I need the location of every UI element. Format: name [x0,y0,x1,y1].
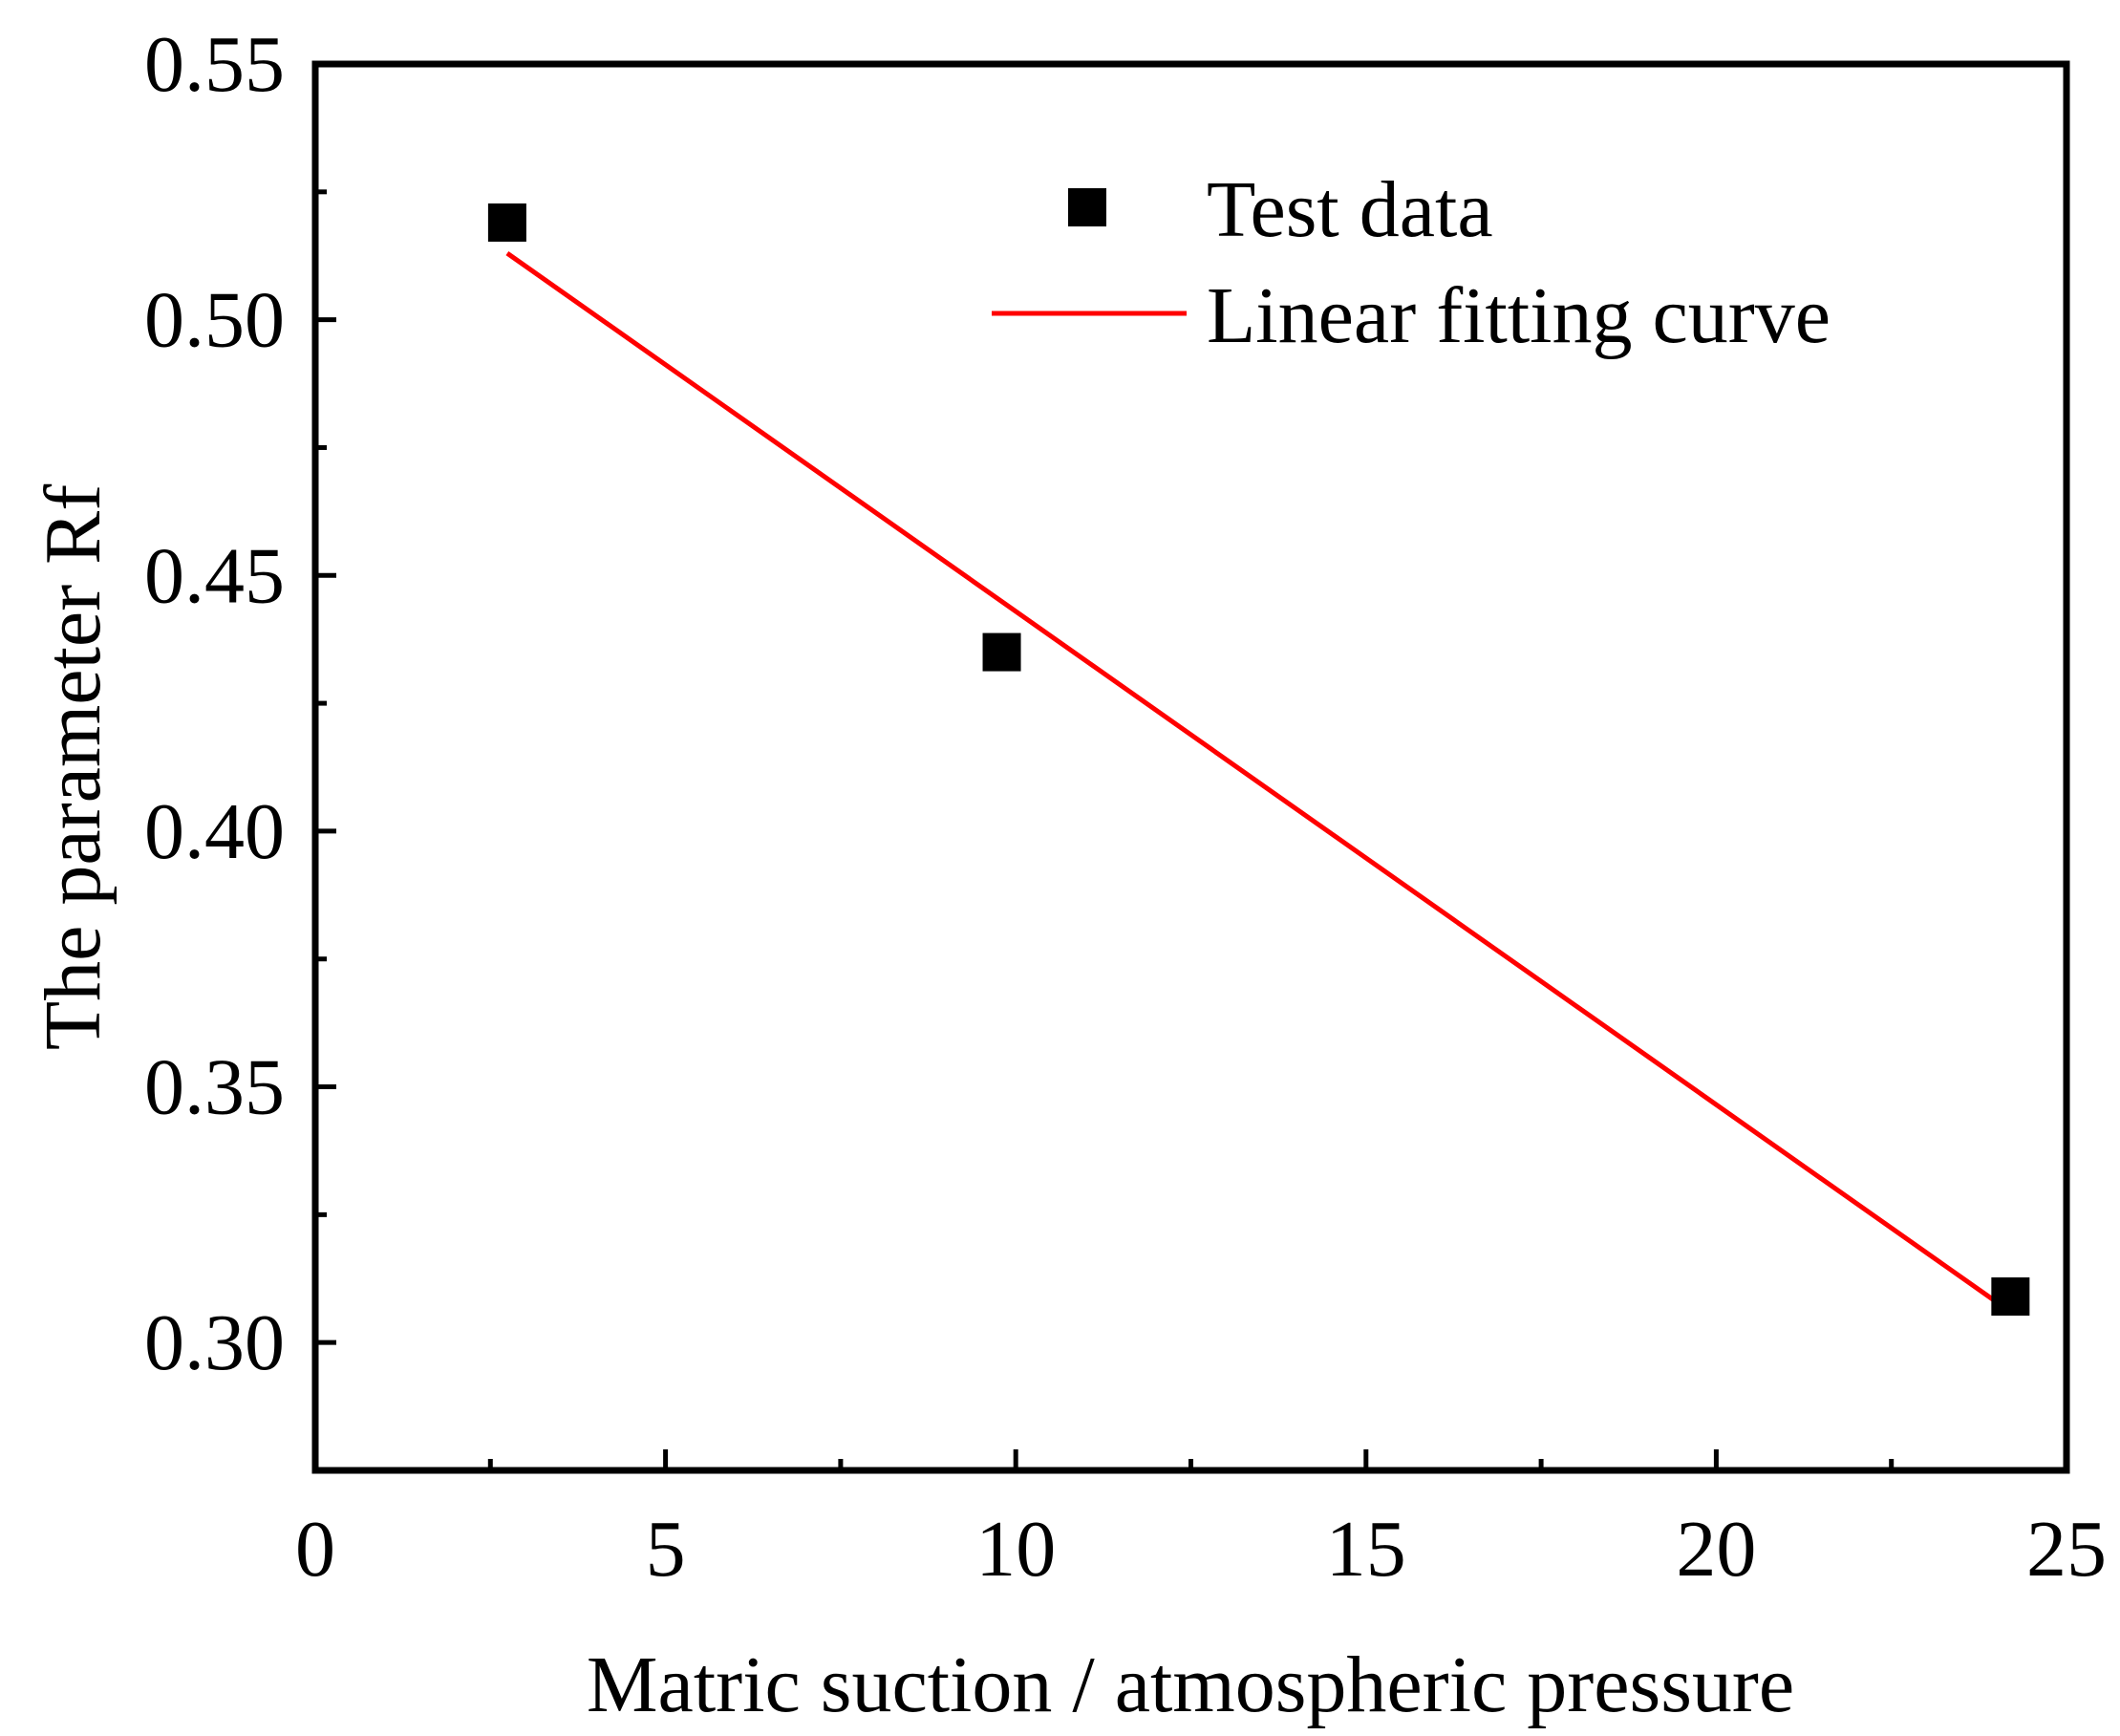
x-tick-label: 10 [975,1505,1056,1594]
axis-ticks [312,61,2069,1470]
x-axis-title: Matric suction / atmospheric pressure [587,1640,1794,1729]
x-tick-label: 25 [2026,1505,2107,1594]
legend-marker-test-data [1068,188,1106,226]
x-tick-label: 0 [295,1505,335,1594]
series-layer [487,203,2030,1317]
y-tick-label: 0.40 [144,787,285,876]
y-tick-label: 0.35 [144,1043,285,1132]
y-tick-label: 0.30 [144,1298,285,1387]
tick-labels: 0 5 10 15 20 25 0.30 0.35 0.40 0.45 0.50 0.55 [144,20,2107,1594]
y-axis-title: The parameter Rf [29,484,118,1050]
data-point [1991,1277,2030,1317]
y-tick-label: 0.50 [144,276,285,365]
x-tick-label: 15 [1326,1505,1406,1594]
legend-label-test-data: Test data [1207,165,1493,254]
linear-fit-line [505,251,2012,1315]
x-tick-label: 20 [1676,1505,1756,1594]
data-point [982,632,1021,672]
y-tick-label: 0.55 [144,20,285,109]
y-tick-label: 0.45 [144,531,285,620]
legend: Test data Linear fitting curve [992,165,1831,360]
x-tick-label: 5 [646,1505,686,1594]
data-point [487,203,526,242]
legend-label-linear-fit: Linear fitting curve [1207,271,1831,360]
